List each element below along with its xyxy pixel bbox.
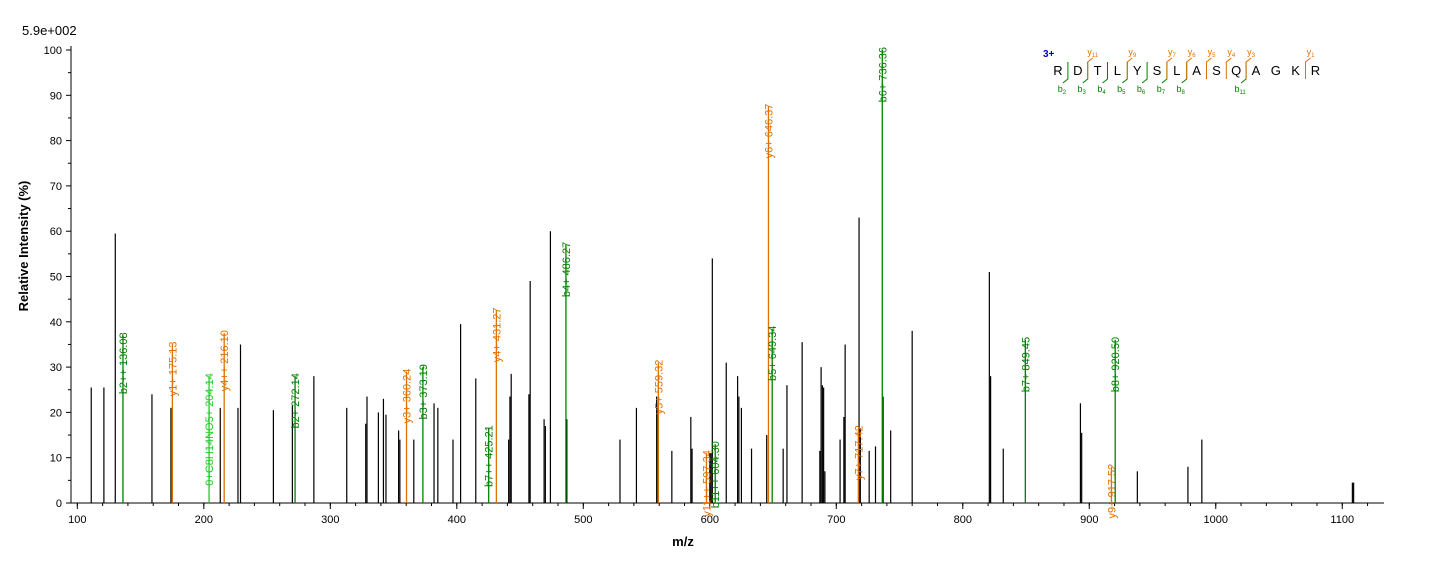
sequence-residue: S [1153,63,1162,78]
b-fragment-label: b4 [1097,84,1106,96]
b-fragment-label: b11 [1234,84,1246,96]
b-cleavage-mark [1121,62,1128,84]
b-fragment-label: b5 [1117,84,1126,96]
b-fragment-label: b2 [1058,84,1067,96]
y-tick-label: 80 [50,136,62,148]
peak-label: y5+ 559.32 [653,360,665,415]
y-tick-label: 0 [56,498,62,510]
y-cleavage-mark [1245,57,1252,79]
sequence-residue: D [1073,63,1082,78]
y-tick-label: 60 [50,226,62,238]
peak-label: b6+ 736.36 [877,47,889,102]
y-tick-label: 10 [50,453,62,465]
x-tick-label: 400 [448,514,466,526]
sequence-residue: L [1173,63,1180,78]
peak-label: b4+ 486.27 [561,242,573,297]
y-cleavage-mark [1305,57,1311,79]
b-cleavage-mark [1102,62,1108,84]
max-intensity-label: 5.9e+002 [22,23,77,38]
x-tick-label: 900 [1080,514,1098,526]
peak-label: y6+ 646.37 [763,104,775,159]
y-fragment-label: y4 [1227,47,1236,59]
y-tick-label: 100 [44,45,62,57]
sequence-residue: A [1252,63,1261,78]
b-fragment-label: b3 [1078,84,1087,96]
sequence-residue: Y [1133,63,1142,78]
y-cleavage-mark [1166,57,1173,79]
b-cleavage-mark [1181,62,1188,84]
y-fragment-label: y6 [1188,47,1197,59]
sequence-residue: Q [1231,63,1241,78]
y-fragment-label: y9 [1128,47,1137,59]
peak-label: b5+ 649.34 [767,326,779,381]
y-tick-label: 70 [50,181,62,193]
y-tick-label: 50 [50,272,62,284]
peak-label: y4+ 431.27 [491,307,503,362]
peak-label: y3+ 360.24 [402,369,414,424]
charge-state: 3+ [1043,49,1055,60]
y-fragment-label: y1 [1307,47,1316,59]
peak-label: y7+ 717.42 [853,425,865,480]
b-fragment-label: b6 [1137,84,1146,96]
x-tick-label: 600 [701,514,719,526]
b-fragment-label: b8 [1177,84,1186,96]
peak-label: b7++ 425.21 [484,425,496,487]
y-cleavage-mark [1225,57,1232,79]
y-tick-label: 90 [50,90,62,102]
y-tick-label: 40 [50,317,62,329]
y-tick-label: 20 [50,407,62,419]
y-cleavage-mark [1126,57,1133,79]
sequence-residue: S [1212,63,1221,78]
peak-label: y4++ 216.10 [219,330,231,391]
y-fragment-label: y3 [1247,47,1256,59]
y-cleavage-mark [1206,57,1212,79]
y-cleavage-mark [1186,57,1193,79]
y-fragment-label: y7 [1168,47,1177,59]
peak-label: b3+ 373.19 [418,364,430,419]
peak-label: b7+ 849.45 [1020,337,1032,392]
peak-label: y11++ 597.34 [701,450,713,516]
sequence-residue: K [1291,63,1300,78]
x-axis-title: m/z [672,534,694,549]
x-tick-label: 500 [574,514,592,526]
x-tick-label: 200 [195,514,213,526]
x-tick-label: 300 [321,514,339,526]
b-cleavage-mark [1141,62,1148,84]
x-tick-label: 1000 [1204,514,1228,526]
peak-label: b11++ 604.30 [710,441,722,508]
peak-label: b2++ 136.08 [118,332,130,394]
sequence-residue: T [1094,63,1102,78]
x-tick-label: 700 [827,514,845,526]
b-cleavage-mark [1161,62,1168,84]
sequence-residue: R [1311,63,1320,78]
y-cleavage-mark [1087,57,1094,79]
peak-label: b8+ 920.50 [1110,337,1122,392]
y-axis-title: Relative Intensity (%) [16,181,31,312]
y-tick-label: 30 [50,362,62,374]
sequence-residue: R [1053,63,1062,78]
plot-area: 0 10 20 30 40 50 60 70 80 90 100 100 200 300 400 500 600… [44,45,1384,526]
x-tick-label: 1100 [1330,514,1354,526]
b-fragment-label: b7 [1157,84,1166,96]
peak-label: y1+ 175.13 [167,341,179,396]
y-fragment-label: y11 [1087,47,1098,59]
sequence-residue: G [1271,63,1281,78]
peak-label: 0+C8H14NO5+ 204.14 [204,373,216,486]
peak-label: b2+ 272.14 [290,373,302,428]
y-fragment-label: y5 [1208,47,1217,59]
peak-label: y9+ 917.52 [1106,464,1118,519]
b-cleavage-mark [1062,62,1069,84]
sequence-residue: A [1192,63,1201,78]
x-tick-label: 100 [68,514,86,526]
sequence-residue: L [1114,63,1121,78]
x-tick-label: 800 [954,514,972,526]
b-cleavage-mark [1082,62,1089,84]
b-cleavage-mark [1240,62,1247,84]
